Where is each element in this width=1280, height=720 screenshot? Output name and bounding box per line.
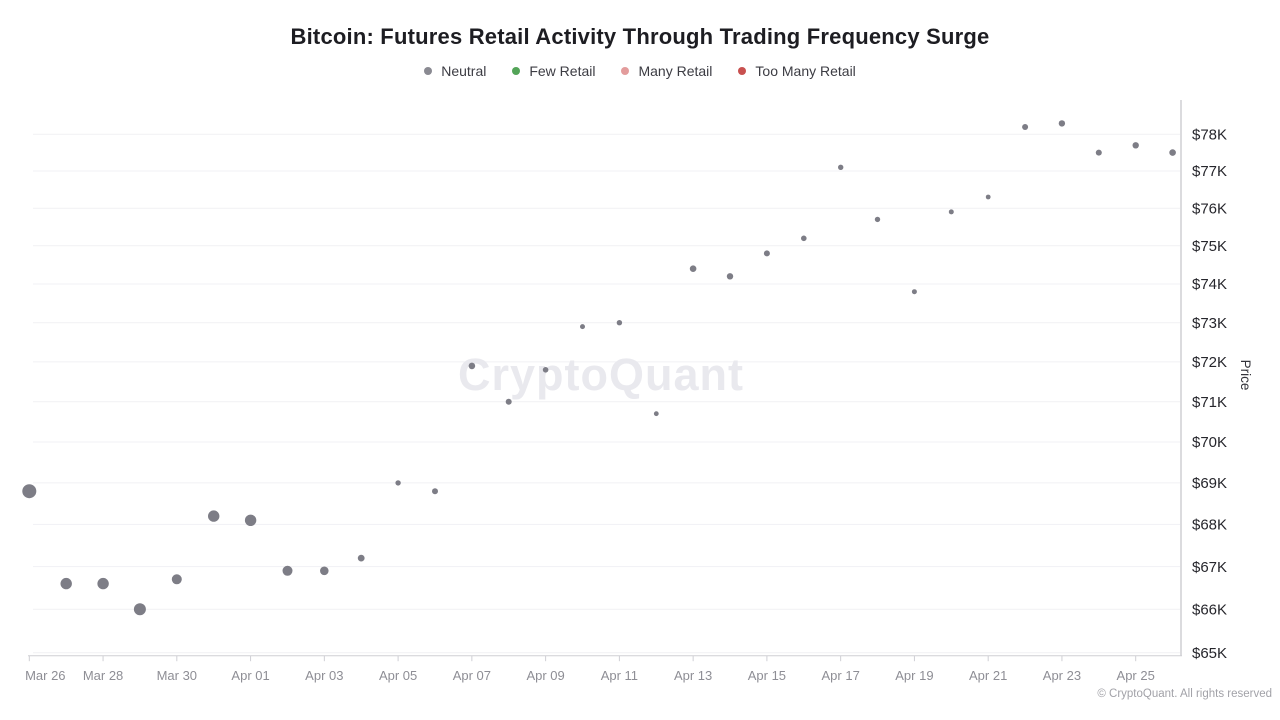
cryptoquant-watermark: CryptoQuant: [458, 349, 744, 400]
scatter-point-apr-26[interactable]: [1169, 149, 1176, 156]
scatter-point-apr-25[interactable]: [1132, 142, 1139, 149]
y-tick-label: $70K: [1192, 434, 1227, 451]
x-tick-label: Apr 25: [1117, 668, 1155, 683]
scatter-point-apr-16[interactable]: [801, 235, 807, 242]
scatter-point-apr-07[interactable]: [468, 362, 476, 370]
scatter-point-apr-15[interactable]: [763, 250, 770, 257]
legend-item-too-many-retail[interactable]: Too Many Retail: [738, 63, 856, 79]
scatter-point-apr-10[interactable]: [580, 324, 585, 330]
scatter-point-mar-27[interactable]: [60, 577, 72, 590]
y-tick-label: $71K: [1192, 394, 1227, 411]
scatter-point-apr-06[interactable]: [432, 488, 438, 495]
x-tick-label: Mar 30: [157, 668, 197, 683]
scatter-point-apr-18[interactable]: [874, 216, 881, 223]
y-tick-label: $72K: [1192, 354, 1227, 371]
scatter-point-apr-13[interactable]: [689, 265, 697, 273]
x-tick-label: Apr 11: [601, 668, 638, 683]
scatter-point-apr-05[interactable]: [395, 480, 401, 486]
scatter-point-apr-23[interactable]: [1058, 120, 1066, 127]
x-tick-label: Apr 17: [822, 668, 860, 683]
legend-label: Neutral: [441, 63, 487, 79]
x-tick-label: Apr 15: [748, 668, 786, 683]
x-tick-label: Apr 23: [1043, 668, 1081, 683]
legend-label: Many Retail: [638, 63, 713, 79]
legend-dot: [512, 67, 521, 75]
scatter-point-mar-30[interactable]: [171, 574, 182, 585]
x-tick-label: Mar 28: [83, 668, 123, 683]
scatter-point-apr-11[interactable]: [616, 320, 623, 326]
scatter-point-apr-14[interactable]: [726, 273, 734, 280]
y-tick-label: $66K: [1192, 602, 1227, 619]
x-tick-label: Mar 26: [25, 668, 65, 683]
scatter-point-apr-21[interactable]: [985, 194, 991, 200]
x-tick-label: Apr 07: [453, 668, 491, 683]
scatter-point-apr-09[interactable]: [542, 367, 549, 373]
y-tick-label: $65K: [1192, 645, 1227, 662]
scatter-point-apr-08[interactable]: [505, 398, 512, 405]
legend-dot: [424, 67, 433, 75]
x-tick-label: Apr 19: [895, 668, 933, 683]
scatter-point-apr-19[interactable]: [911, 289, 917, 295]
legend-label: Too Many Retail: [755, 63, 856, 79]
scatter-point-apr-12[interactable]: [653, 411, 659, 417]
legend-item-many-retail[interactable]: Many Retail: [621, 63, 712, 79]
copyright-notice: © CryptoQuant. All rights reserved: [1097, 688, 1272, 700]
x-tick-label: Apr 21: [969, 668, 1007, 683]
y-tick-label: $69K: [1192, 475, 1227, 492]
scatter-point-mar-28[interactable]: [97, 577, 109, 590]
y-tick-label: $68K: [1192, 517, 1227, 534]
y-axis-title: Price: [1238, 359, 1253, 391]
legend-dot: [738, 67, 747, 75]
x-tick-label: Apr 09: [526, 668, 564, 683]
chart-legend: Neutral Few Retail Many Retail Too Many Ret…: [0, 63, 1280, 79]
scatter-point-mar-31[interactable]: [208, 510, 220, 522]
scatter-point-apr-03[interactable]: [320, 566, 329, 576]
scatter-point-apr-01[interactable]: [244, 514, 257, 526]
legend-item-neutral[interactable]: Neutral: [424, 63, 486, 79]
chart-title: Bitcoin: Futures Retail Activity Through…: [290, 24, 990, 49]
x-tick-label: Apr 13: [674, 668, 712, 683]
y-tick-label: $74K: [1192, 276, 1227, 293]
scatter-point-apr-02[interactable]: [282, 565, 293, 576]
scatter-point-mar-26[interactable]: [22, 484, 37, 499]
y-tick-label: $73K: [1192, 315, 1227, 332]
x-tick-label: Apr 05: [379, 668, 417, 683]
legend-dot: [621, 67, 630, 75]
scatter-point-mar-29[interactable]: [133, 603, 146, 616]
scatter-point-apr-20[interactable]: [948, 209, 954, 215]
scatter-point-apr-24[interactable]: [1095, 149, 1102, 156]
y-tick-label: $78K: [1192, 127, 1227, 144]
scatter-point-apr-04[interactable]: [357, 554, 365, 562]
y-tick-label: $77K: [1192, 163, 1227, 180]
scatter-point-apr-17[interactable]: [838, 164, 844, 170]
y-tick-label: $67K: [1192, 559, 1227, 576]
y-tick-label: $76K: [1192, 200, 1227, 217]
legend-item-few-retail[interactable]: Few Retail: [512, 63, 595, 79]
y-tick-label: $75K: [1192, 238, 1227, 255]
legend-label: Few Retail: [529, 63, 596, 79]
scatter-point-apr-22[interactable]: [1022, 124, 1029, 130]
x-tick-label: Apr 03: [305, 668, 343, 683]
x-tick-label: Apr 01: [231, 668, 269, 683]
